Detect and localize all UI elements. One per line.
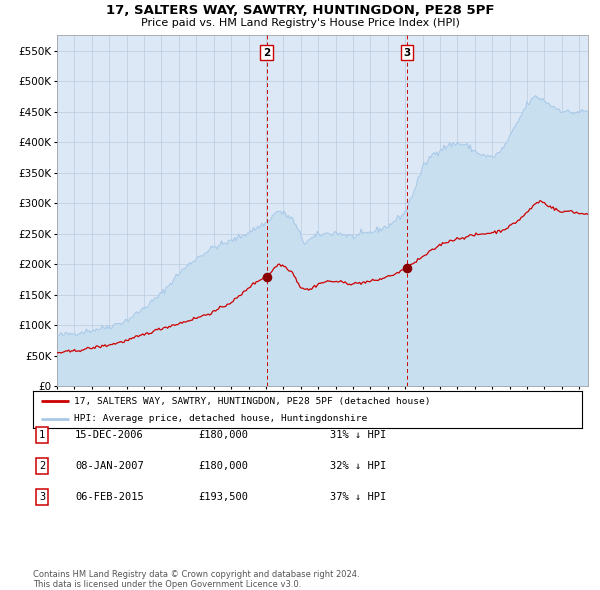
Text: Contains HM Land Registry data © Crown copyright and database right 2024.
This d: Contains HM Land Registry data © Crown c… (33, 570, 359, 589)
Text: HPI: Average price, detached house, Huntingdonshire: HPI: Average price, detached house, Hunt… (74, 414, 367, 423)
Text: 2: 2 (263, 48, 270, 58)
Text: 3: 3 (39, 493, 45, 502)
Text: Price paid vs. HM Land Registry's House Price Index (HPI): Price paid vs. HM Land Registry's House … (140, 18, 460, 28)
Text: 17, SALTERS WAY, SAWTRY, HUNTINGDON, PE28 5PF: 17, SALTERS WAY, SAWTRY, HUNTINGDON, PE2… (106, 4, 494, 17)
Text: £180,000: £180,000 (198, 430, 248, 440)
Text: 1: 1 (39, 430, 45, 440)
Text: 2: 2 (39, 461, 45, 471)
Text: 32% ↓ HPI: 32% ↓ HPI (330, 461, 386, 471)
Text: 08-JAN-2007: 08-JAN-2007 (75, 461, 144, 471)
Text: 3: 3 (403, 48, 410, 58)
Text: £193,500: £193,500 (198, 493, 248, 502)
Text: 37% ↓ HPI: 37% ↓ HPI (330, 493, 386, 502)
Text: £180,000: £180,000 (198, 461, 248, 471)
Text: 15-DEC-2006: 15-DEC-2006 (75, 430, 144, 440)
Point (402, 264, 412, 273)
Text: 06-FEB-2015: 06-FEB-2015 (75, 493, 144, 502)
Text: 31% ↓ HPI: 31% ↓ HPI (330, 430, 386, 440)
Text: 17, SALTERS WAY, SAWTRY, HUNTINGDON, PE28 5PF (detached house): 17, SALTERS WAY, SAWTRY, HUNTINGDON, PE2… (74, 397, 431, 406)
Point (262, 272, 271, 281)
